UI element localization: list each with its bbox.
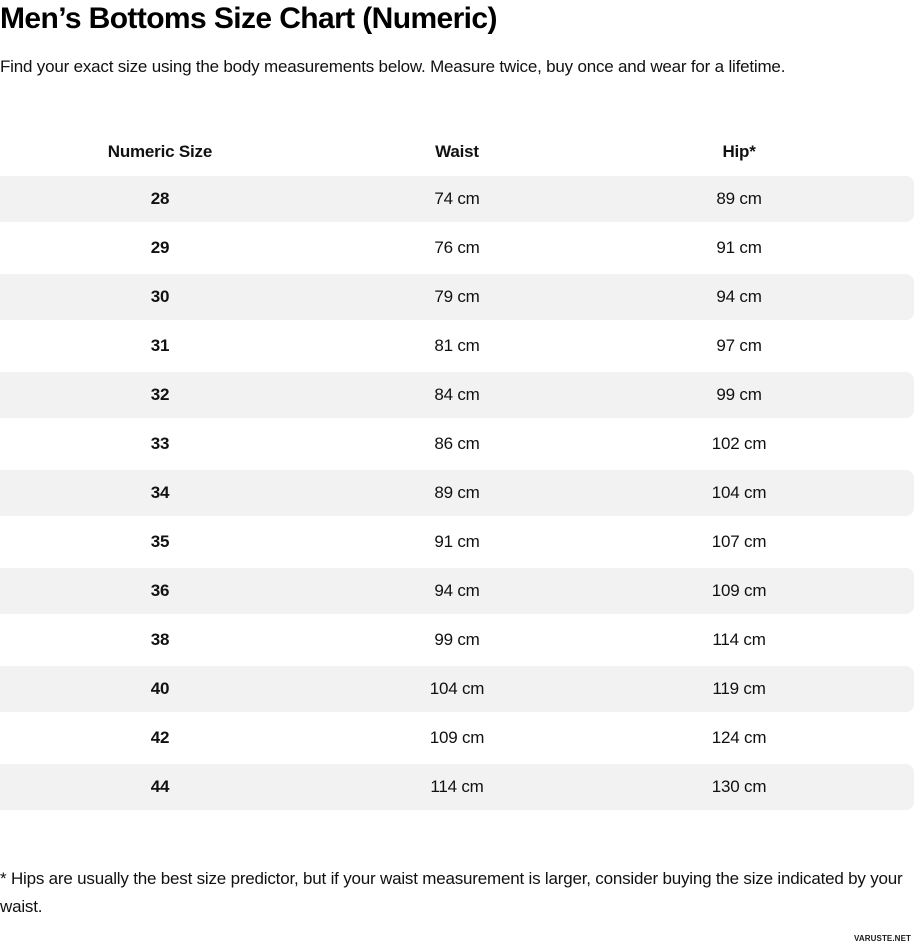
waist-cell: 84 cm (319, 372, 595, 418)
waist-cell: 91 cm (319, 519, 595, 565)
table-row: 36 94 cm 109 cm (0, 568, 914, 614)
waist-cell: 94 cm (319, 568, 595, 614)
waist-cell: 81 cm (319, 323, 595, 369)
size-cell: 32 (0, 372, 320, 418)
hip-cell: 104 cm (594, 470, 914, 516)
size-chart-table: Numeric Size Waist Hip* 28 74 cm 89 cm 29 76… (0, 127, 914, 813)
hip-footnote: * Hips are usually the best size predict… (0, 869, 903, 916)
hip-cell: 94 cm (594, 274, 914, 320)
size-cell: 30 (0, 274, 320, 320)
size-cell: 35 (0, 519, 320, 565)
table-row: 38 99 cm 114 cm (0, 617, 914, 663)
waist-cell: 109 cm (319, 715, 595, 761)
size-cell: 36 (0, 568, 320, 614)
hip-cell: 109 cm (594, 568, 914, 614)
waist-cell: 79 cm (319, 274, 595, 320)
hip-cell: 130 cm (594, 764, 914, 810)
waist-cell: 114 cm (319, 764, 595, 810)
table-row: 32 84 cm 99 cm (0, 372, 914, 418)
size-cell: 40 (0, 666, 320, 712)
table-header: Numeric Size Waist Hip* (0, 130, 914, 173)
table-row: 44 114 cm 130 cm (0, 764, 914, 810)
table-header-row: Numeric Size Waist Hip* (0, 130, 914, 173)
size-cell: 34 (0, 470, 320, 516)
column-header-hip: Hip* (594, 130, 914, 173)
size-cell: 38 (0, 617, 320, 663)
table-row: 40 104 cm 119 cm (0, 666, 914, 712)
waist-cell: 89 cm (319, 470, 595, 516)
hip-cell: 89 cm (594, 176, 914, 222)
table-row: 33 86 cm 102 cm (0, 421, 914, 467)
hip-cell: 114 cm (594, 617, 914, 663)
hip-cell: 97 cm (594, 323, 914, 369)
page-subtitle: Find your exact size using the body meas… (0, 57, 786, 76)
hip-cell: 99 cm (594, 372, 914, 418)
table-body: 28 74 cm 89 cm 29 76 cm 91 cm 30 79 cm 94 cm 31 81… (0, 176, 914, 810)
table-row: 42 109 cm 124 cm (0, 715, 914, 761)
waist-cell: 99 cm (319, 617, 595, 663)
table-row: 31 81 cm 97 cm (0, 323, 914, 369)
table-row: 28 74 cm 89 cm (0, 176, 914, 222)
hip-cell: 102 cm (594, 421, 914, 467)
hip-cell: 91 cm (594, 225, 914, 271)
hip-cell: 124 cm (594, 715, 914, 761)
size-cell: 44 (0, 764, 320, 810)
size-cell: 42 (0, 715, 320, 761)
table-row: 29 76 cm 91 cm (0, 225, 914, 271)
waist-cell: 76 cm (319, 225, 595, 271)
column-header-waist: Waist (319, 130, 595, 173)
column-header-numeric-size: Numeric Size (0, 130, 320, 173)
varuste-net-watermark: VARUSTE.NET (854, 934, 911, 943)
hip-cell: 107 cm (594, 519, 914, 565)
size-cell: 28 (0, 176, 320, 222)
size-cell: 33 (0, 421, 320, 467)
waist-cell: 104 cm (319, 666, 595, 712)
table-row: 35 91 cm 107 cm (0, 519, 914, 565)
size-cell: 31 (0, 323, 320, 369)
table-row: 30 79 cm 94 cm (0, 274, 914, 320)
waist-cell: 86 cm (319, 421, 595, 467)
size-cell: 29 (0, 225, 320, 271)
page-title: Men’s Bottoms Size Chart (Numeric) (0, 2, 498, 35)
waist-cell: 74 cm (319, 176, 595, 222)
table-row: 34 89 cm 104 cm (0, 470, 914, 516)
hip-cell: 119 cm (594, 666, 914, 712)
